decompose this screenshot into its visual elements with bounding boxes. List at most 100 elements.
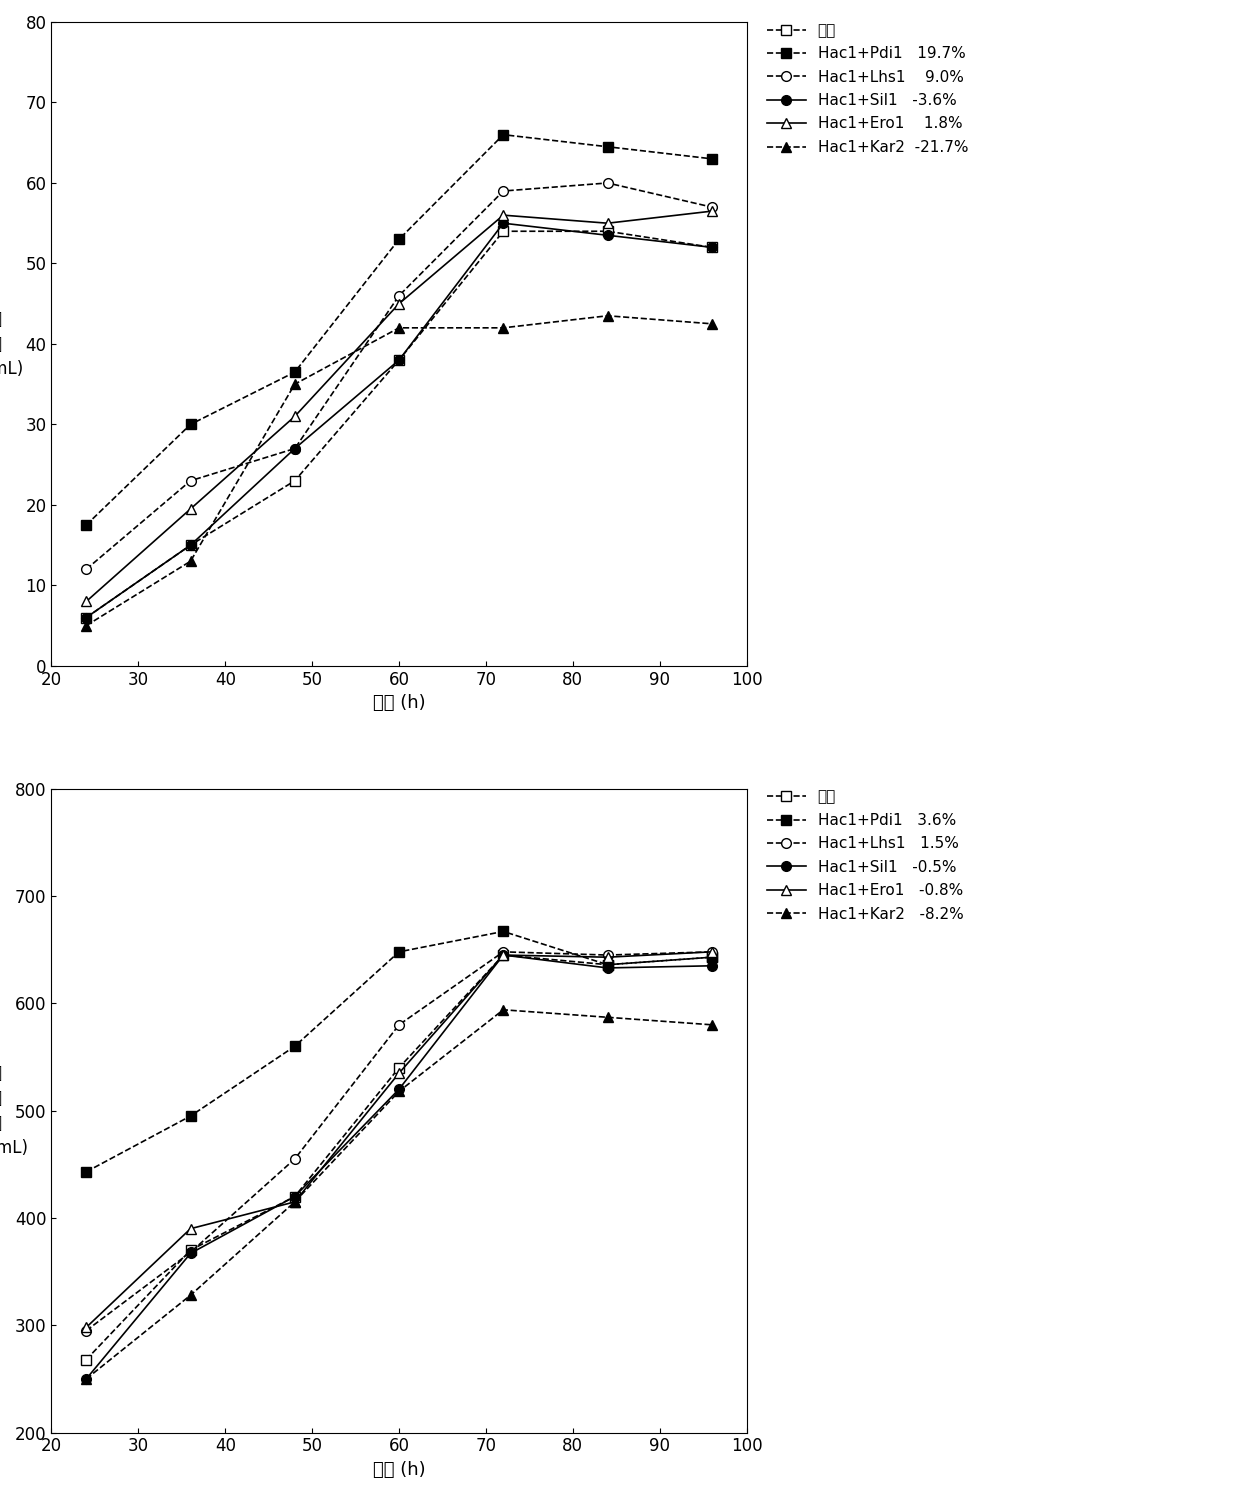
Hac1+Pdi1   19.7% xyxy=(496,125,511,143)
Hac1+Sil1   -0.5% xyxy=(496,946,511,964)
Hac1+Kar2  -21.7% xyxy=(288,375,303,393)
Hac1+Pdi1   3.6% xyxy=(704,949,719,967)
Hac1+Pdi1   19.7% xyxy=(392,230,407,248)
Hac1+Ero1   -0.8% xyxy=(184,1219,198,1237)
Hac1+Pdi1   19.7% xyxy=(184,415,198,433)
Line: Hac1+Sil1   -0.5%: Hac1+Sil1 -0.5% xyxy=(82,950,717,1383)
Hac1+Pdi1   3.6% xyxy=(184,1107,198,1125)
对照 xyxy=(392,351,407,369)
Hac1+Lhs1    9.0% xyxy=(704,199,719,217)
Hac1+Sil1   -3.6% xyxy=(79,608,94,626)
Hac1+Lhs1   1.5% xyxy=(704,943,719,961)
Hac1+Sil1   -0.5% xyxy=(392,1080,407,1098)
Hac1+Kar2  -21.7% xyxy=(184,553,198,571)
Line: Hac1+Pdi1   19.7%: Hac1+Pdi1 19.7% xyxy=(82,130,717,530)
Hac1+Sil1   -0.5% xyxy=(184,1245,198,1262)
Text: 比
酶
活
(ug/mL): 比 酶 活 (ug/mL) xyxy=(0,1064,29,1158)
对照 xyxy=(496,946,511,964)
Hac1+Pdi1   19.7% xyxy=(600,137,615,155)
Hac1+Ero1    1.8% xyxy=(79,593,94,611)
Hac1+Ero1   -0.8% xyxy=(79,1319,94,1337)
Hac1+Kar2   -8.2% xyxy=(704,1016,719,1034)
X-axis label: 时间 (h): 时间 (h) xyxy=(373,1461,425,1479)
Hac1+Pdi1   3.6% xyxy=(392,943,407,961)
Hac1+Sil1   -3.6% xyxy=(600,226,615,244)
Hac1+Pdi1   3.6% xyxy=(79,1162,94,1180)
Line: Hac1+Pdi1   3.6%: Hac1+Pdi1 3.6% xyxy=(82,926,717,1177)
对照 xyxy=(704,949,719,967)
Hac1+Ero1    1.8% xyxy=(600,214,615,232)
Line: Hac1+Ero1    1.8%: Hac1+Ero1 1.8% xyxy=(82,206,717,607)
Hac1+Pdi1   3.6% xyxy=(496,922,511,940)
Hac1+Sil1   -3.6% xyxy=(704,239,719,257)
Hac1+Kar2   -8.2% xyxy=(79,1370,94,1388)
对照 xyxy=(600,223,615,241)
Hac1+Pdi1   3.6% xyxy=(600,956,615,974)
Hac1+Sil1   -3.6% xyxy=(496,214,511,232)
Hac1+Pdi1   19.7% xyxy=(288,363,303,381)
Hac1+Kar2  -21.7% xyxy=(600,306,615,324)
Hac1+Ero1   -0.8% xyxy=(704,943,719,961)
Hac1+Lhs1   1.5% xyxy=(288,1150,303,1168)
Legend: 对照, Hac1+Pdi1   19.7%, Hac1+Lhs1    9.0%, Hac1+Sil1   -3.6%, Hac1+Ero1    1.8%, : 对照, Hac1+Pdi1 19.7%, Hac1+Lhs1 9.0%, Hac… xyxy=(761,16,975,161)
Hac1+Kar2  -21.7% xyxy=(496,318,511,336)
Hac1+Ero1    1.8% xyxy=(392,294,407,312)
Line: Hac1+Lhs1    9.0%: Hac1+Lhs1 9.0% xyxy=(82,178,717,574)
Line: Hac1+Ero1   -0.8%: Hac1+Ero1 -0.8% xyxy=(82,947,717,1333)
对照 xyxy=(184,1242,198,1259)
Hac1+Pdi1   19.7% xyxy=(704,149,719,167)
Hac1+Sil1   -3.6% xyxy=(288,439,303,457)
Hac1+Ero1    1.8% xyxy=(288,408,303,426)
Hac1+Kar2  -21.7% xyxy=(704,315,719,333)
Text: 酶
活
(U/mL): 酶 活 (U/mL) xyxy=(0,309,24,378)
Line: 对照: 对照 xyxy=(82,950,717,1364)
Hac1+Lhs1   1.5% xyxy=(184,1243,198,1261)
Hac1+Ero1   -0.8% xyxy=(392,1064,407,1082)
Hac1+Sil1   -0.5% xyxy=(79,1370,94,1388)
Hac1+Pdi1   3.6% xyxy=(288,1037,303,1055)
Hac1+Kar2  -21.7% xyxy=(79,617,94,635)
Line: 对照: 对照 xyxy=(82,227,717,623)
Hac1+Lhs1    9.0% xyxy=(600,173,615,191)
Line: Hac1+Lhs1   1.5%: Hac1+Lhs1 1.5% xyxy=(82,947,717,1336)
对照 xyxy=(79,608,94,626)
Hac1+Sil1   -0.5% xyxy=(288,1188,303,1206)
Hac1+Lhs1    9.0% xyxy=(288,439,303,457)
Hac1+Kar2   -8.2% xyxy=(288,1192,303,1210)
Hac1+Ero1    1.8% xyxy=(184,500,198,518)
Hac1+Lhs1    9.0% xyxy=(79,560,94,578)
Hac1+Lhs1    9.0% xyxy=(184,472,198,490)
Hac1+Ero1   -0.8% xyxy=(496,946,511,964)
X-axis label: 时间 (h): 时间 (h) xyxy=(373,695,425,713)
Hac1+Ero1    1.8% xyxy=(704,202,719,220)
Hac1+Ero1    1.8% xyxy=(496,206,511,224)
Hac1+Kar2   -8.2% xyxy=(600,1008,615,1026)
Line: Hac1+Kar2  -21.7%: Hac1+Kar2 -21.7% xyxy=(82,311,717,630)
Legend: 对照, Hac1+Pdi1   3.6%, Hac1+Lhs1   1.5%, Hac1+Sil1   -0.5%, Hac1+Ero1   -0.8%, Ha: 对照, Hac1+Pdi1 3.6%, Hac1+Lhs1 1.5%, Hac1… xyxy=(761,783,970,928)
Hac1+Lhs1   1.5% xyxy=(79,1322,94,1340)
Hac1+Ero1   -0.8% xyxy=(600,949,615,967)
Hac1+Sil1   -0.5% xyxy=(704,956,719,974)
Hac1+Lhs1    9.0% xyxy=(496,182,511,200)
Hac1+Kar2   -8.2% xyxy=(184,1286,198,1304)
对照 xyxy=(79,1351,94,1369)
Hac1+Kar2  -21.7% xyxy=(392,318,407,336)
Hac1+Pdi1   19.7% xyxy=(79,515,94,533)
Line: Hac1+Kar2   -8.2%: Hac1+Kar2 -8.2% xyxy=(82,1005,717,1383)
Hac1+Lhs1   1.5% xyxy=(496,943,511,961)
对照 xyxy=(184,536,198,554)
Hac1+Kar2   -8.2% xyxy=(496,1001,511,1019)
Hac1+Lhs1   1.5% xyxy=(600,946,615,964)
对照 xyxy=(288,472,303,490)
Hac1+Sil1   -3.6% xyxy=(184,536,198,554)
Hac1+Sil1   -3.6% xyxy=(392,351,407,369)
Hac1+Ero1   -0.8% xyxy=(288,1192,303,1210)
对照 xyxy=(392,1059,407,1077)
对照 xyxy=(600,956,615,974)
Hac1+Lhs1   1.5% xyxy=(392,1016,407,1034)
对照 xyxy=(704,239,719,257)
Hac1+Sil1   -0.5% xyxy=(600,959,615,977)
对照 xyxy=(288,1188,303,1206)
Line: Hac1+Sil1   -3.6%: Hac1+Sil1 -3.6% xyxy=(82,218,717,623)
Hac1+Kar2   -8.2% xyxy=(392,1082,407,1100)
